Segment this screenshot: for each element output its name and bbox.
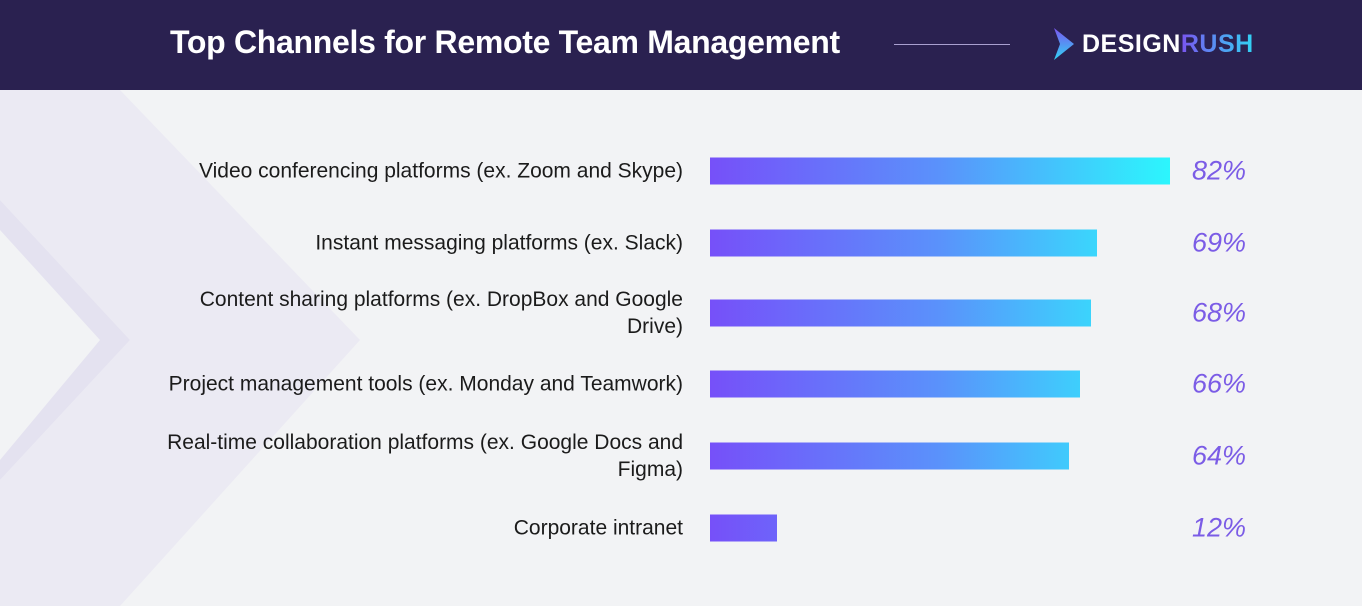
divider-line bbox=[894, 44, 1010, 45]
category-label: Real-time collaboration platforms (ex. G… bbox=[167, 431, 683, 481]
bar bbox=[710, 229, 1098, 257]
designrush-logo: DESIGN RUSH bbox=[1052, 28, 1254, 60]
bar bbox=[710, 442, 1070, 470]
header: Top Channels for Remote Team Management … bbox=[0, 0, 1362, 90]
value-label: 68% bbox=[1192, 297, 1247, 328]
bar bbox=[710, 299, 1092, 327]
category-label: Corporate intranet bbox=[513, 516, 683, 540]
background-chevrons bbox=[0, 90, 360, 606]
category-label: Project management tools (ex. Monday and… bbox=[168, 372, 683, 396]
value-label: 66% bbox=[1192, 368, 1247, 399]
page-title: Top Channels for Remote Team Management bbox=[170, 24, 840, 60]
bar bbox=[710, 370, 1081, 398]
value-label: 12% bbox=[1192, 512, 1247, 543]
arrow-logo-icon bbox=[1054, 28, 1074, 60]
value-label: 69% bbox=[1192, 227, 1247, 258]
value-label: 64% bbox=[1192, 440, 1247, 471]
bar bbox=[710, 514, 778, 542]
category-label: Instant messaging platforms (ex. Slack) bbox=[315, 231, 683, 255]
category-label: Video conferencing platforms (ex. Zoom a… bbox=[198, 159, 683, 183]
value-label: 82% bbox=[1192, 155, 1247, 186]
bar bbox=[710, 157, 1170, 185]
category-label: Content sharing platforms (ex. DropBox a… bbox=[199, 288, 683, 338]
